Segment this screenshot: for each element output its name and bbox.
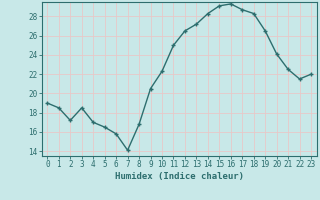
X-axis label: Humidex (Indice chaleur): Humidex (Indice chaleur)	[115, 172, 244, 181]
